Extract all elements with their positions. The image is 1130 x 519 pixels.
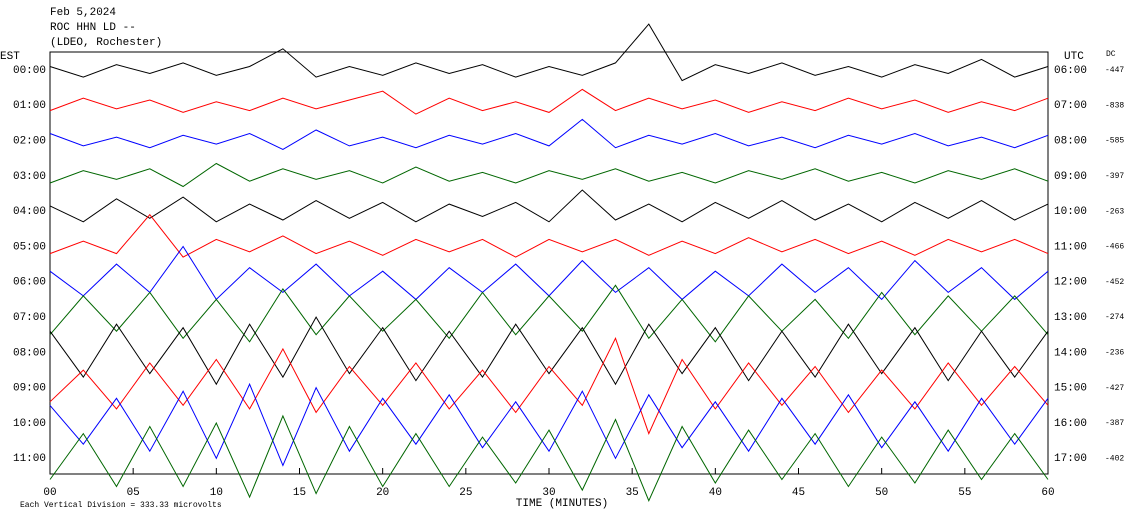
est-label: 07:00 xyxy=(13,312,46,324)
trace xyxy=(49,284,1049,343)
x-tick-label: 50 xyxy=(875,487,888,499)
dc-value: -427 xyxy=(1105,384,1124,393)
chart-source: (LDEO, Rochester) xyxy=(50,37,162,49)
trace xyxy=(49,316,1049,386)
utc-label: 16:00 xyxy=(1054,418,1087,430)
x-axis-label: TIME (MINUTES) xyxy=(516,498,608,510)
trace xyxy=(49,23,1049,82)
est-label: 11:00 xyxy=(13,453,46,465)
x-tick-label: 10 xyxy=(210,487,223,499)
x-tick-label: 55 xyxy=(958,487,971,499)
est-label: 00:00 xyxy=(13,65,46,77)
est-label: 09:00 xyxy=(13,383,46,395)
x-tick-label: 30 xyxy=(542,487,555,499)
trace xyxy=(49,88,1049,115)
dc-value: -236 xyxy=(1105,349,1124,358)
utc-label: 10:00 xyxy=(1054,206,1087,218)
x-tick-label: 60 xyxy=(1041,487,1054,499)
utc-label: 15:00 xyxy=(1054,383,1087,395)
dc-value: -263 xyxy=(1105,207,1124,216)
plot-frame xyxy=(49,51,1049,475)
x-tick-label: 05 xyxy=(127,487,140,499)
trace xyxy=(49,118,1049,150)
x-tick-label: 25 xyxy=(459,487,472,499)
dc-label: DC xyxy=(1106,50,1116,59)
utc-label: 06:00 xyxy=(1054,65,1087,77)
dc-value: -274 xyxy=(1105,313,1124,322)
footer: Each Vertical Division = 333.33 microvol… xyxy=(20,501,222,510)
dc-value: -466 xyxy=(1105,243,1124,252)
dc-value: -838 xyxy=(1105,101,1124,110)
utc-label: 09:00 xyxy=(1054,171,1087,183)
dc-value: -447 xyxy=(1105,66,1124,75)
x-tick-label: 00 xyxy=(43,487,56,499)
trace xyxy=(49,337,1049,435)
x-tick-label: 40 xyxy=(709,487,722,499)
est-label: 01:00 xyxy=(13,100,46,112)
est-label: 04:00 xyxy=(13,206,46,218)
trace xyxy=(49,213,1049,258)
utc-label: 14:00 xyxy=(1054,347,1087,359)
dc-value: -452 xyxy=(1105,278,1124,287)
est-label: 02:00 xyxy=(13,136,46,148)
est-label: 08:00 xyxy=(13,347,46,359)
dc-value: -387 xyxy=(1105,419,1124,428)
trace xyxy=(49,189,1049,223)
x-tick-label: 15 xyxy=(293,487,306,499)
utc-label: 13:00 xyxy=(1054,312,1087,324)
trace xyxy=(49,382,1049,467)
est-label: 10:00 xyxy=(13,418,46,430)
x-tick-label: 20 xyxy=(376,487,389,499)
dc-value: -585 xyxy=(1105,137,1124,146)
est-label: 03:00 xyxy=(13,171,46,183)
chart-subtitle: ROC HHN LD -- xyxy=(50,22,136,34)
dc-value: -402 xyxy=(1105,454,1124,463)
est-label: 06:00 xyxy=(13,277,46,289)
trace xyxy=(49,162,1049,188)
dc-value: -397 xyxy=(1105,172,1124,181)
utc-label: 08:00 xyxy=(1054,136,1087,148)
utc-label: 07:00 xyxy=(1054,100,1087,112)
utc-label: 17:00 xyxy=(1054,453,1087,465)
left-axis-label: EST xyxy=(0,51,20,63)
trace xyxy=(49,414,1049,502)
trace xyxy=(49,245,1049,301)
est-label: 05:00 xyxy=(13,241,46,253)
chart-title: Feb 5,2024 xyxy=(50,7,116,19)
x-tick-label: 45 xyxy=(792,487,805,499)
right-axis-label: UTC xyxy=(1064,51,1084,63)
utc-label: 12:00 xyxy=(1054,277,1087,289)
utc-label: 11:00 xyxy=(1054,241,1087,253)
x-tick-label: 35 xyxy=(626,487,639,499)
